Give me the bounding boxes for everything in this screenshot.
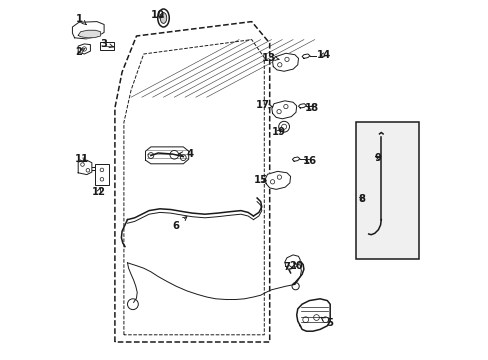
Text: 1: 1 [76, 14, 86, 24]
Text: 20: 20 [288, 261, 302, 271]
Text: 14: 14 [317, 50, 331, 60]
Polygon shape [145, 147, 188, 164]
Text: 10: 10 [150, 10, 164, 21]
Text: 15: 15 [253, 175, 267, 185]
Text: 7: 7 [283, 262, 293, 272]
Ellipse shape [158, 9, 169, 27]
Circle shape [278, 121, 289, 132]
Polygon shape [265, 171, 290, 189]
Polygon shape [302, 54, 309, 58]
Text: 5: 5 [320, 317, 333, 328]
Text: 6: 6 [172, 217, 186, 231]
Text: 3: 3 [101, 39, 113, 49]
Polygon shape [298, 104, 306, 108]
Polygon shape [284, 255, 300, 269]
Text: 17: 17 [256, 100, 272, 110]
Text: 12: 12 [92, 186, 106, 197]
Text: 13: 13 [262, 53, 279, 63]
Text: 9: 9 [374, 153, 381, 163]
Bar [95, 164, 108, 185]
Text: 4: 4 [179, 149, 193, 159]
Text: 2: 2 [75, 47, 85, 57]
Polygon shape [78, 30, 101, 38]
Text: 18: 18 [305, 103, 319, 113]
Text: 19: 19 [271, 127, 285, 138]
Polygon shape [78, 160, 92, 175]
Polygon shape [72, 22, 104, 39]
Polygon shape [272, 53, 298, 71]
Text: 11: 11 [75, 154, 89, 164]
Text: 8: 8 [358, 194, 365, 204]
Ellipse shape [160, 13, 166, 23]
Polygon shape [271, 101, 296, 119]
Polygon shape [292, 157, 299, 161]
Polygon shape [296, 299, 329, 331]
Text: 16: 16 [303, 156, 316, 166]
Bar [101, 42, 114, 50]
Polygon shape [78, 44, 90, 54]
Bar [355, 122, 418, 259]
